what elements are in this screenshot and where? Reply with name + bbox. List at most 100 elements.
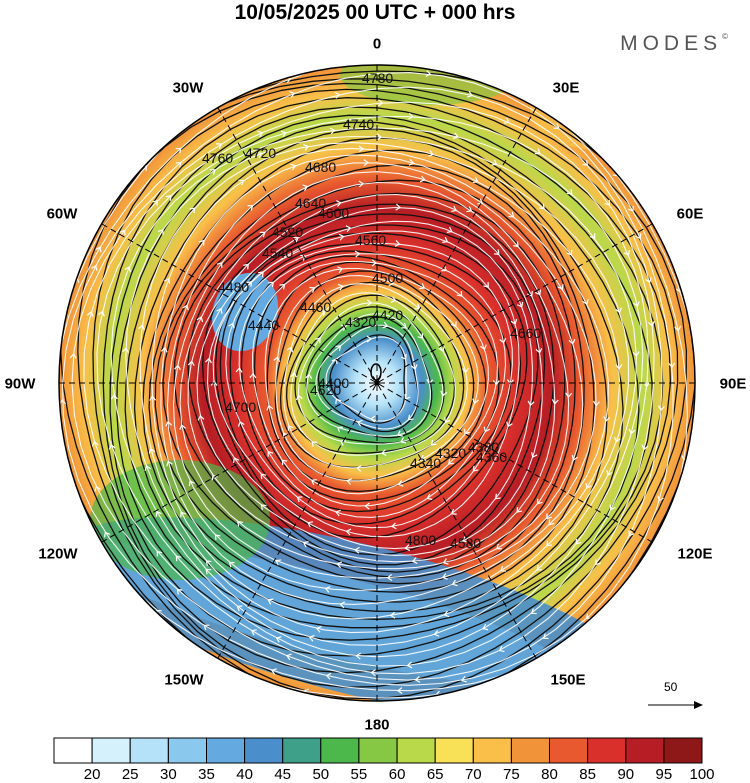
streamline-arrow [536,564,543,571]
streamline-arrow [498,645,505,653]
streamline-arrow [441,573,448,580]
streamline-arrow [417,333,424,339]
streamline-arrow [287,425,294,431]
lon-label-60e: 60E [676,205,704,223]
streamline-arrow [303,144,310,151]
streamline-arrow [307,521,314,528]
streamline-arrow [335,345,342,351]
streamline-arrow [237,420,245,427]
streamline-arrow [247,205,254,211]
streamline-arrow [144,465,152,471]
streamline-arrow [138,324,145,331]
streamline-arrow [98,310,105,317]
streamline-arrow [257,130,264,138]
meridian-30w-150e [217,107,537,659]
streamline-arrow [546,513,552,520]
streamline-arrow [358,145,364,153]
weak-wind-patch-nw [211,272,279,352]
colorbar-label: 30 [160,766,177,783]
streamline-arrow [589,233,596,240]
streamline-arrow [270,668,277,675]
streamline-arrow [289,91,296,98]
streamline-arrow [175,147,182,154]
streamline-arrow [463,429,470,435]
streamline-arrow [166,460,173,467]
streamline-arrow [426,493,433,500]
streamline-arrow [495,493,501,500]
streamline-arrow [582,299,589,306]
streamline-arrow [441,265,448,272]
streamline-arrow [310,479,317,486]
streamline-arrow [571,454,579,461]
streamline-arrow [440,390,448,397]
streamline-arrow [477,198,484,205]
streamline-arrow [390,296,397,303]
colorbar-label: 25 [121,766,139,783]
streamline-arrow [648,320,655,327]
streamline-arrow [245,78,252,85]
streamline-arrow [214,534,221,541]
meridian-60w-120e [101,223,653,543]
contour-label: 4520 [272,224,303,240]
streamline-arrow [418,57,423,64]
streamline-arrow [210,380,218,386]
streamline-arrow [59,399,67,405]
streamline-arrow [499,337,507,344]
streamline-arrow [406,661,413,669]
streamline-arrow [496,543,502,550]
streamline-arrow [380,449,387,457]
streamline-arrow [209,169,216,175]
contour-label: 4760 [202,150,233,166]
colorbar-swatch [91,737,131,764]
streamline-arrow [243,263,249,270]
streamline-arrow [500,565,506,572]
streamline-arrow [483,282,489,288]
streamline-arrow [180,511,187,518]
streamline-arrow [94,583,100,590]
colorbar-swatch [663,737,703,764]
colorbar-swatch [625,737,665,764]
contour-label: 4480 [218,279,249,295]
colorbar-label: 60 [388,766,406,783]
streamline-arrow [635,233,642,240]
contour-label: 4720 [245,145,276,161]
streamline-arrow [482,623,489,631]
reference-vector-label: 50 [664,680,678,694]
lon-label-60w: 60W [46,205,78,223]
streamline-arrow [615,364,623,370]
streamline-arrow [80,543,88,550]
contour-label: 4660 [510,325,541,341]
streamline-arrow [156,550,163,557]
streamline-arrow [155,510,162,517]
copyright-mark: © [722,32,728,41]
streamline-arrow [250,629,257,636]
streamline-arrow [382,321,389,329]
streamline-arrow [370,669,376,677]
streamline-arrow [59,311,61,318]
streamline-arrow [420,454,427,461]
colorbar-swatch [129,737,169,764]
streamline-arrow [512,80,519,87]
streamline-arrow [249,372,257,379]
streamline-arrow [205,560,212,566]
colorbar-swatch [244,737,284,764]
contour-label: 4640 [295,195,326,211]
colorbar-swatch [53,737,93,764]
streamline-arrow [160,346,168,353]
contour-label: 4600 [318,205,349,221]
contour-label: 4340 [410,455,441,471]
brand-text: MODES [620,32,723,55]
streamline-arrow [203,624,210,631]
lon-label-0: 0 [372,35,382,53]
streamline-arrow [633,301,640,308]
streamline-arrow [295,394,303,401]
map-title: 10/05/2025 00 UTC + 000 hrs [234,1,516,24]
streamline-arrow [632,351,640,357]
streamline-arrow [302,541,309,548]
streamline-arrow [493,249,500,256]
streamline-arrow [339,35,344,41]
streamline-arrow [397,687,403,695]
contour-label: 4440 [248,317,279,333]
streamline-arrow [461,675,467,683]
